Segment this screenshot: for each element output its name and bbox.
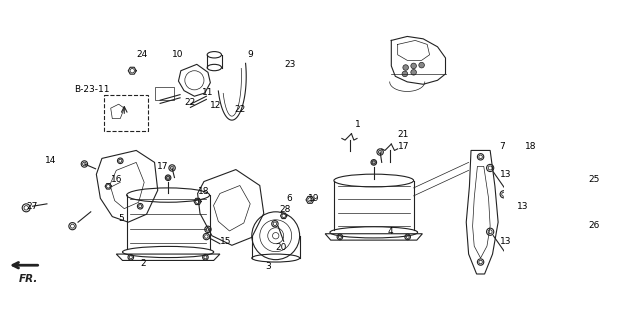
Text: 27: 27 — [27, 202, 38, 211]
Text: 26: 26 — [588, 221, 599, 230]
Text: 11: 11 — [201, 88, 213, 97]
Text: 13: 13 — [500, 170, 511, 179]
Circle shape — [165, 175, 171, 180]
Text: 6: 6 — [286, 194, 292, 203]
Circle shape — [419, 62, 425, 68]
Text: 22: 22 — [234, 105, 245, 114]
Text: 13: 13 — [500, 237, 511, 246]
Circle shape — [402, 71, 408, 77]
Circle shape — [403, 65, 408, 70]
Text: 18: 18 — [198, 188, 209, 196]
Circle shape — [371, 160, 377, 165]
Text: 22: 22 — [184, 98, 195, 107]
Text: 16: 16 — [110, 175, 122, 184]
Text: 13: 13 — [517, 202, 529, 211]
Text: 1: 1 — [355, 120, 360, 129]
Text: 23: 23 — [285, 60, 296, 69]
Text: 17: 17 — [398, 142, 409, 151]
Circle shape — [411, 69, 416, 75]
Text: 19: 19 — [307, 194, 319, 203]
Text: 20: 20 — [276, 243, 287, 252]
Text: 4: 4 — [387, 227, 393, 236]
Text: 5: 5 — [119, 214, 124, 223]
Text: 9: 9 — [248, 50, 254, 59]
Text: 18: 18 — [525, 142, 537, 151]
Text: 25: 25 — [588, 175, 599, 184]
Text: 12: 12 — [210, 101, 221, 110]
Text: B-23-11: B-23-11 — [74, 85, 110, 94]
Text: 7: 7 — [500, 142, 505, 151]
Text: 28: 28 — [280, 205, 291, 214]
Text: 10: 10 — [172, 50, 184, 59]
Text: 14: 14 — [45, 156, 56, 164]
Circle shape — [411, 63, 416, 69]
Text: 24: 24 — [136, 50, 148, 59]
Text: FR.: FR. — [19, 274, 38, 284]
Text: 2: 2 — [140, 259, 146, 268]
Text: 15: 15 — [220, 237, 232, 246]
Text: 17: 17 — [157, 162, 168, 171]
Text: 3: 3 — [266, 261, 271, 270]
Text: 21: 21 — [397, 130, 408, 139]
